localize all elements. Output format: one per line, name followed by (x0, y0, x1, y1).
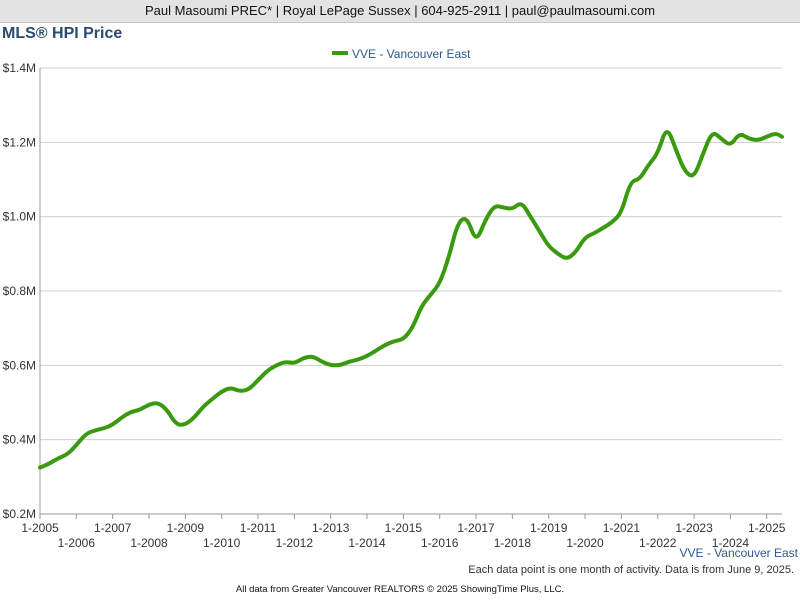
x-axis: 1-2005 1-2007 1-2009 1-2011 1-2013 1-2015 1-20… (21, 513, 786, 550)
x-tick-label: 1-2019 (530, 521, 568, 535)
contact-info: Paul Masoumi PREC* | Royal LePage Sussex… (144, 3, 656, 18)
x-tick-label: 1-2015 (385, 521, 423, 535)
y-tick-label: $0.6M (3, 358, 36, 372)
x-tick-label: 1-2017 (457, 521, 495, 535)
x-tick-label: 1-2023 (675, 521, 713, 535)
contact-bar: Paul Masoumi PREC* | Royal LePage Sussex… (0, 0, 800, 23)
credit-line: All data from Greater Vancouver REALTORS… (0, 576, 800, 600)
x-tick-label: 1-2025 (748, 521, 786, 535)
x-tick-label: 1-2016 (421, 536, 459, 550)
footer-series-label: VVE - Vancouver East (679, 546, 799, 560)
x-tick-label: 1-2007 (94, 521, 132, 535)
x-tick-label: 1-2020 (566, 536, 604, 550)
x-tick-label: 1-2006 (58, 536, 96, 550)
y-axis: $0.2M $0.4M $0.6M $0.8M $1.0M $1.2M $1.4M (3, 61, 41, 521)
y-tick-label: $1.4M (3, 61, 36, 75)
series-layer (38, 130, 784, 470)
y-tick-label: $0.8M (3, 284, 36, 298)
chart-title: MLS® HPI Price (2, 25, 123, 42)
data-note: Each data point is one month of activity… (468, 564, 794, 576)
x-tick-label: 1-2009 (167, 521, 205, 535)
x-tick-label: 1-2014 (348, 536, 386, 550)
x-tick-label: 1-2022 (639, 536, 677, 550)
y-tick-label: $0.4M (3, 433, 36, 447)
y-tick-label: $1.0M (3, 210, 36, 224)
legend: VVE - Vancouver East (332, 47, 471, 61)
x-tick-label: 1-2021 (603, 521, 641, 535)
x-tick-label: 1-2008 (130, 536, 168, 550)
y-tick-label: $1.2M (3, 135, 36, 149)
x-tick-label: 1-2005 (21, 521, 59, 535)
x-tick-label: 1-2012 (276, 536, 314, 550)
x-tick-label: 1-2018 (494, 536, 532, 550)
x-tick-label: 1-2024 (712, 536, 750, 550)
legend-label: VVE - Vancouver East (352, 47, 471, 61)
y-tick-label: $0.2M (3, 507, 36, 521)
x-tick-label: 1-2013 (312, 521, 350, 535)
x-tick-label: 1-2011 (240, 521, 277, 535)
x-tick-label: 1-2010 (203, 536, 241, 550)
series-line-vve (38, 130, 784, 470)
